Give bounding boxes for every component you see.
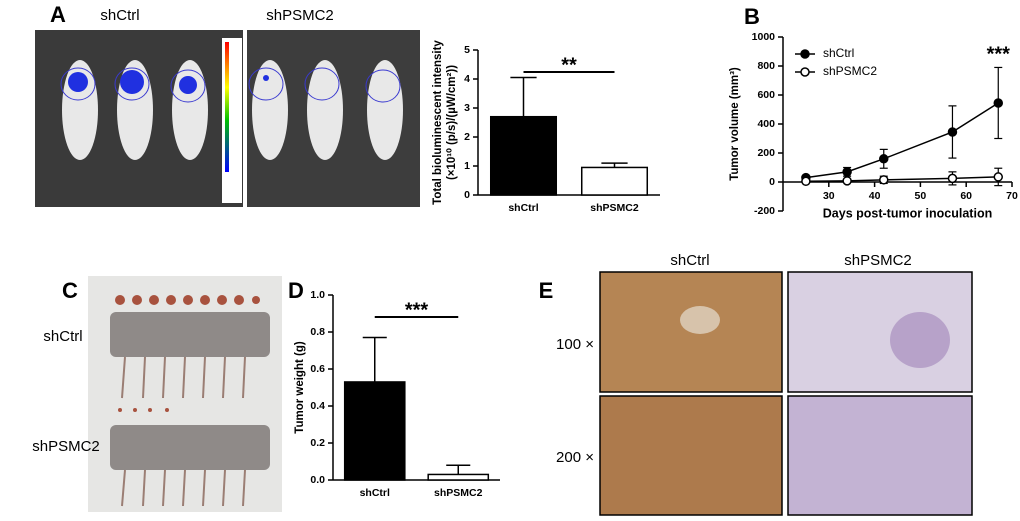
column-label: shPSMC2 [844, 252, 912, 269]
marker [879, 154, 889, 164]
significance-label: *** [405, 299, 429, 321]
marker [842, 167, 852, 177]
x-tick-label: shCtrl [508, 202, 538, 214]
panel-letter: C [62, 278, 78, 303]
ihc-images [599, 271, 973, 516]
bar [427, 473, 490, 481]
y-tick-label: 800 [757, 60, 775, 72]
y-tick-label: 3 [464, 102, 470, 114]
panel-letter: B [744, 4, 760, 29]
row-label: 200 × [556, 449, 594, 466]
y-tick-label: 0.6 [310, 363, 325, 375]
tumor-photo [88, 276, 282, 512]
y-tick-label: 4 [464, 73, 470, 85]
x-tick-label: shPSMC2 [590, 202, 639, 214]
bar [343, 381, 406, 481]
y-tick-label: 1000 [752, 31, 776, 43]
y-tick-label: 0.0 [310, 474, 325, 486]
bar [489, 115, 558, 196]
bioluminescence-images [35, 30, 420, 207]
x-axis-label: Days post-tumor inoculation [823, 206, 992, 220]
marker [801, 176, 811, 187]
image-label: shPSMC2 [266, 7, 334, 24]
y-tick-label: 1.0 [310, 289, 325, 301]
y-tick-label: 0.8 [310, 326, 325, 338]
panel-letter: E [539, 278, 554, 303]
x-tick-label: 70 [1006, 190, 1018, 202]
y-axis-label: (×10¹⁰ (p/s)/(µW/cm²)) [445, 65, 458, 180]
significance-label: ** [561, 54, 577, 76]
x-tick-label: 40 [869, 190, 881, 202]
panel-letter: D [288, 278, 304, 303]
bar [580, 166, 649, 196]
x-tick-label: 50 [915, 190, 927, 202]
x-tick-label: shPSMC2 [434, 487, 483, 499]
image-label: shCtrl [100, 7, 139, 24]
x-tick-label: 60 [960, 190, 972, 202]
y-tick-label: 1 [464, 160, 470, 172]
marker [842, 176, 852, 186]
y-axis-label: Tumor volume (mm³) [729, 67, 741, 181]
row-label: 100 × [556, 336, 594, 353]
series-line [805, 102, 999, 179]
y-tick-label: 600 [757, 89, 775, 101]
x-tick-label: shCtrl [360, 487, 390, 499]
y-tick-label: 0 [769, 176, 775, 188]
y-axis-label: Tumor weight (g) [294, 341, 306, 434]
marker [879, 175, 889, 185]
x-tick-label: 30 [823, 190, 835, 202]
legend-label: shPSMC2 [823, 64, 877, 78]
marker [947, 127, 958, 137]
y-tick-label: 5 [464, 44, 470, 56]
image-label: shCtrl [43, 328, 82, 345]
series-line [805, 176, 999, 183]
column-label: shCtrl [670, 252, 709, 269]
legend-marker [800, 49, 810, 59]
y-tick-label: -200 [754, 205, 775, 217]
y-tick-label: 2 [464, 131, 470, 143]
marker [947, 173, 958, 184]
legend-marker [800, 67, 810, 77]
marker [993, 98, 1004, 108]
y-tick-label: 200 [757, 147, 775, 159]
y-tick-label: 0 [464, 189, 470, 201]
panel-letter: A [50, 2, 66, 27]
y-tick-label: 0.4 [310, 400, 325, 412]
y-axis-label: Total bioluminescent intensity [432, 40, 444, 205]
significance-label: *** [987, 43, 1011, 65]
image-label: shPSMC2 [32, 438, 100, 455]
legend-label: shCtrl [823, 46, 854, 60]
marker [993, 172, 1004, 182]
y-tick-label: 400 [757, 118, 775, 130]
y-tick-label: 0.2 [310, 437, 325, 449]
